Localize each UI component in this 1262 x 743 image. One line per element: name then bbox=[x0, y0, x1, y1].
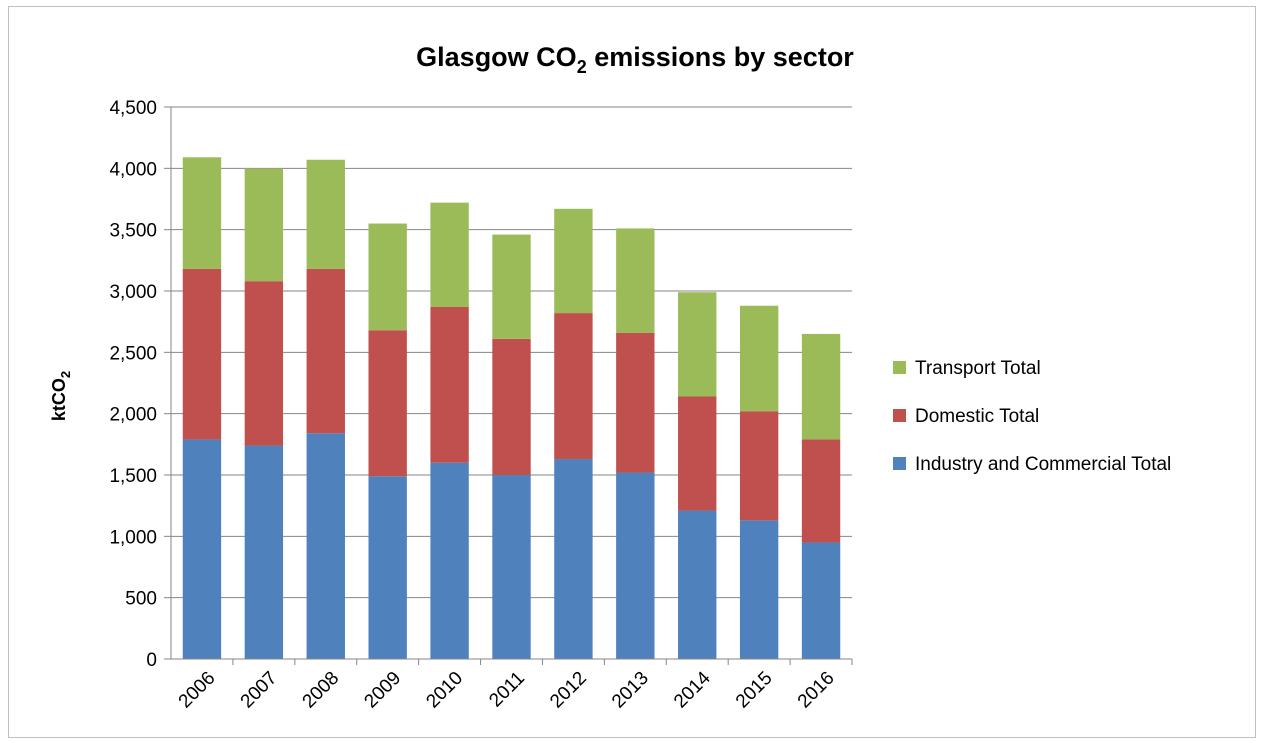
chart-svg: Glasgow CO2 emissions by sector ktCO2 05… bbox=[49, 42, 1171, 712]
bar-transport-total-2009 bbox=[368, 223, 407, 331]
legend-swatch-industry-and-commercial-total bbox=[893, 457, 906, 470]
bar-industry-and-commercial-total-2007 bbox=[244, 445, 284, 659]
bar-domestic-total-2008 bbox=[306, 268, 345, 434]
y-tick-label-500: 500 bbox=[125, 589, 157, 610]
legend-swatch-transport-total bbox=[893, 361, 906, 374]
x-tick-label-2014: 2014 bbox=[670, 667, 715, 712]
bar-domestic-total-2014 bbox=[678, 396, 717, 511]
bar-domestic-total-2015 bbox=[739, 411, 779, 521]
chart-title-rest: emissions by sector bbox=[587, 42, 855, 72]
bar-transport-total-2013 bbox=[616, 228, 655, 333]
x-tick-label-2008: 2008 bbox=[299, 668, 344, 713]
y-axis-label: ktCO2 bbox=[49, 371, 73, 421]
bar-domestic-total-2010 bbox=[430, 306, 469, 463]
bar-transport-total-2007 bbox=[244, 168, 284, 282]
x-tick-label-2011: 2011 bbox=[485, 668, 529, 712]
bar-transport-total-2016 bbox=[801, 333, 841, 440]
bar-industry-and-commercial-total-2015 bbox=[739, 520, 779, 659]
bar-transport-total-2012 bbox=[554, 208, 593, 314]
y-tick-label-4500: 4,500 bbox=[109, 98, 157, 119]
bar-industry-and-commercial-total-2016 bbox=[801, 542, 841, 659]
y-tick-label-1000: 1,000 bbox=[109, 527, 157, 548]
bar-industry-and-commercial-total-2014 bbox=[678, 510, 717, 659]
x-tick-label-2015: 2015 bbox=[732, 668, 777, 713]
x-tick-label-2009: 2009 bbox=[360, 668, 405, 713]
chart-title-main: Glasgow CO bbox=[416, 42, 577, 72]
x-tick-label-2016: 2016 bbox=[794, 668, 839, 713]
x-tick-label-2013: 2013 bbox=[608, 668, 653, 713]
legend: Transport Total Domestic Total Industry an… bbox=[893, 358, 1171, 475]
bar-transport-total-2008 bbox=[306, 159, 345, 269]
y-tick-labels: 0 500 1,000 1,500 2,000 2,500 3,000 3,500 4,000 4… bbox=[109, 98, 157, 671]
bar-transport-total-2014 bbox=[678, 292, 717, 397]
bar-transport-total-2015 bbox=[739, 305, 779, 412]
x-tick-label-2007: 2007 bbox=[237, 668, 282, 713]
y-tick-label-0: 0 bbox=[146, 650, 157, 671]
bars bbox=[182, 157, 853, 665]
y-axis-label-main: ktCO bbox=[49, 378, 69, 421]
bar-domestic-total-2012 bbox=[554, 313, 593, 460]
y-tick-label-3500: 3,500 bbox=[109, 221, 157, 242]
bar-industry-and-commercial-total-2010 bbox=[430, 462, 469, 659]
chart-title: Glasgow CO2 emissions by sector bbox=[416, 42, 854, 77]
y-tick-label-3000: 3,000 bbox=[109, 282, 157, 303]
bar-domestic-total-2009 bbox=[368, 330, 407, 477]
bar-industry-and-commercial-total-2012 bbox=[554, 459, 593, 659]
y-axis-label-subscript: 2 bbox=[58, 371, 73, 378]
x-tick-labels: 2006 2007 2008 2009 2010 2011 2012 2013 2014 2015… bbox=[175, 667, 839, 712]
bar-industry-and-commercial-total-2009 bbox=[368, 476, 407, 659]
legend-label-transport-total: Transport Total bbox=[915, 358, 1041, 379]
bar-transport-total-2011 bbox=[492, 234, 531, 339]
legend-label-domestic-total: Domestic Total bbox=[915, 406, 1039, 427]
legend-swatch-domestic-total bbox=[893, 409, 906, 422]
bar-domestic-total-2016 bbox=[801, 439, 841, 543]
bar-industry-and-commercial-total-2008 bbox=[306, 433, 345, 659]
bar-transport-total-2010 bbox=[430, 202, 469, 307]
bar-transport-total-2006 bbox=[182, 157, 222, 269]
y-tick-label-1500: 1,500 bbox=[109, 466, 157, 487]
x-tick-label-2006: 2006 bbox=[175, 668, 220, 713]
y-tick-label-2000: 2,000 bbox=[109, 405, 157, 426]
bar-industry-and-commercial-total-2006 bbox=[182, 439, 222, 659]
bar-domestic-total-2013 bbox=[616, 332, 655, 473]
bar-domestic-total-2011 bbox=[492, 338, 531, 475]
x-tick-label-2012: 2012 bbox=[546, 668, 591, 713]
chart-title-subscript: 2 bbox=[577, 57, 587, 77]
bar-industry-and-commercial-total-2013 bbox=[616, 472, 655, 659]
bar-domestic-total-2007 bbox=[244, 281, 284, 446]
legend-label-industry-and-commercial-total: Industry and Commercial Total bbox=[915, 454, 1171, 475]
axes bbox=[170, 107, 852, 660]
y-tick-label-4000: 4,000 bbox=[109, 159, 157, 180]
bar-domestic-total-2006 bbox=[182, 268, 222, 440]
x-tick-label-2010: 2010 bbox=[422, 668, 467, 713]
bar-industry-and-commercial-total-2011 bbox=[492, 475, 531, 659]
y-tick-label-2500: 2,500 bbox=[109, 343, 157, 364]
